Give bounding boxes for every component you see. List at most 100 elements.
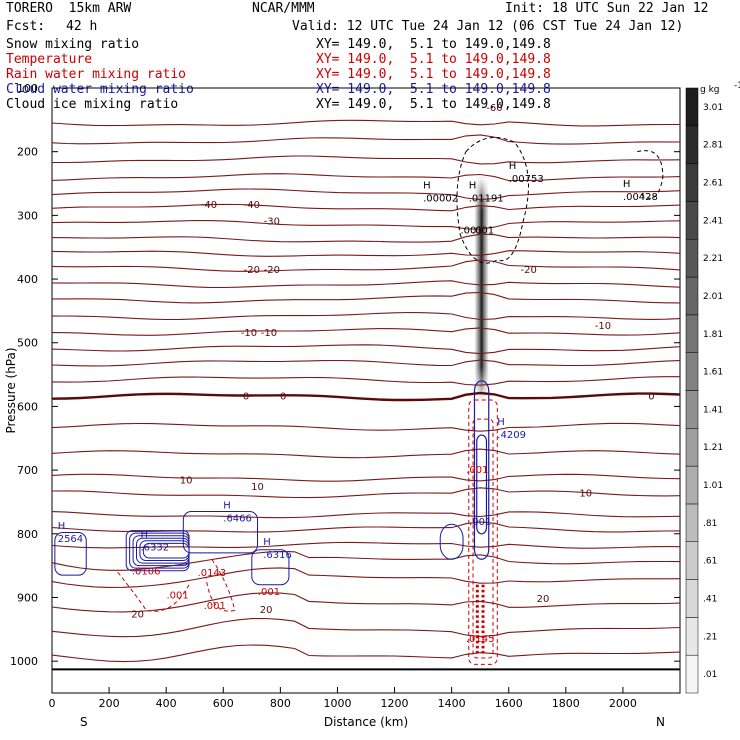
y-tick-label: 600 [17, 400, 38, 413]
legend-xy: XY= 149.0, 5.1 to 149.0,149.8 [316, 52, 551, 67]
contour-value-label: .0106 [132, 567, 161, 578]
max-marker-value: .00753 [509, 174, 544, 185]
max-marker-h: H [469, 180, 477, 191]
isotherm-line [51, 473, 681, 482]
x-tick-label: 2000 [609, 697, 637, 710]
colorbar-swatch [685, 87, 699, 127]
colorbar-swatch [685, 276, 699, 316]
max-marker-value: .4209 [497, 430, 526, 441]
colorbar-label: 1.21 [703, 443, 723, 453]
isotherm-line [51, 644, 681, 663]
x-tick-label: 0 [49, 697, 56, 710]
colorbar-label: 2.81 [703, 141, 723, 151]
south-label: S [80, 715, 88, 729]
isotherm-line [52, 155, 681, 165]
isotherm-label: 10 [180, 476, 193, 487]
contour-value-label: .001 [460, 225, 482, 236]
y-tick-label: 800 [17, 528, 38, 541]
y-tick-label: 700 [17, 464, 38, 477]
contour-value-label: .0143 [198, 568, 227, 579]
legend-label: Snow mixing ratio [6, 37, 140, 52]
colorbar-label: 3.01 [703, 103, 723, 113]
colorbar-label: 1.01 [703, 481, 723, 491]
x-tick-label: 1600 [495, 697, 523, 710]
colorbar-swatch [685, 428, 699, 467]
colorbar-swatch [685, 541, 699, 580]
isotherm-label: -60 [486, 103, 502, 114]
isotherm-label: -10 [261, 328, 277, 339]
colorbar-swatch [685, 617, 699, 656]
colorbar-swatch [685, 352, 699, 391]
isotherm-line [51, 280, 681, 289]
forecast-label: Fcst: [6, 19, 46, 34]
isotherm-line [51, 391, 681, 402]
plot-border [51, 87, 681, 694]
max-marker-value: .00428 [623, 192, 658, 203]
cloud-water-contour [142, 542, 190, 559]
max-marker-h: H [223, 501, 231, 512]
y-tick-label: 500 [17, 337, 38, 350]
colorbar-swatch [685, 163, 699, 202]
isotherm-line [51, 487, 681, 499]
model-title: TORERO 15km ARW [6, 1, 132, 16]
y-axis-label: Pressure (hPa) [4, 347, 18, 433]
isotherm-line [51, 511, 681, 519]
x-tick-label: 200 [99, 697, 120, 710]
contour-value-label: .0145 [466, 634, 495, 645]
rain-water-contour [472, 418, 494, 659]
colorbar-swatch [685, 654, 699, 694]
y-tick-label: 900 [17, 591, 38, 604]
x-tick-label: 1400 [438, 697, 466, 710]
y-tick-label: 400 [17, 273, 38, 286]
x-tick-label: 800 [270, 697, 291, 710]
x-tick-label: 600 [213, 697, 234, 710]
isotherm-label: -20 [244, 265, 260, 276]
isotherm-line [51, 359, 681, 367]
x-tick-label: 1800 [552, 697, 580, 710]
legend-label: Temperature [6, 52, 93, 67]
colorbar-unit: g kg [700, 85, 720, 95]
colorbar-swatch [685, 579, 699, 618]
isotherm-label: 20 [260, 605, 273, 616]
colorbar-label: .61 [703, 557, 717, 567]
isotherm-line [51, 541, 681, 549]
cloud-water-contour [476, 434, 488, 535]
isotherm-label: -10 [595, 321, 611, 332]
colorbar-swatch [685, 465, 699, 505]
cloud-water-contour [54, 532, 87, 576]
colorbar-label: 1.61 [703, 368, 723, 378]
legend-label: Rain water mixing ratio [6, 67, 187, 82]
isotherm-line [51, 203, 681, 212]
max-marker-value: .6466 [223, 514, 252, 525]
legend-label: Cloud water mixing ratio [6, 82, 194, 97]
rain-water-contour [205, 558, 236, 612]
colorbar-swatch [685, 390, 699, 429]
max-marker-value: .01191 [469, 193, 504, 204]
y-tick-label: 100 [17, 82, 38, 95]
colorbar-swatch [685, 125, 699, 164]
rain-water-contour [468, 399, 498, 665]
isotherm-label: 20 [131, 609, 144, 620]
isotherm-line [51, 233, 681, 243]
y-tick-label: 300 [17, 209, 38, 222]
max-marker-h: H [58, 521, 66, 532]
isotherm-line [51, 448, 681, 459]
isotherm-line [52, 291, 681, 304]
isotherm-line [51, 259, 681, 272]
colorbar-label: 1.81 [703, 330, 723, 340]
isotherm-label: 10 [579, 488, 592, 499]
isotherm-line [51, 422, 681, 432]
isotherm-line [51, 521, 681, 533]
max-marker-h: H [423, 180, 431, 191]
colorbar-label: .21 [703, 632, 717, 642]
cloud-water-contour [182, 511, 259, 554]
legend-xy: XY= 149.0, 5.1 to 149.0,149.8 [316, 82, 551, 97]
colorbar-unit-exponent: -1 [734, 81, 740, 91]
isotherm-line [51, 592, 681, 613]
isotherm-label: 20 [537, 594, 550, 605]
max-marker-value: .6316 [263, 550, 292, 561]
max-marker-h: H [140, 529, 148, 540]
isotherm-line [51, 134, 681, 145]
max-marker-value: 2564 [58, 534, 83, 545]
